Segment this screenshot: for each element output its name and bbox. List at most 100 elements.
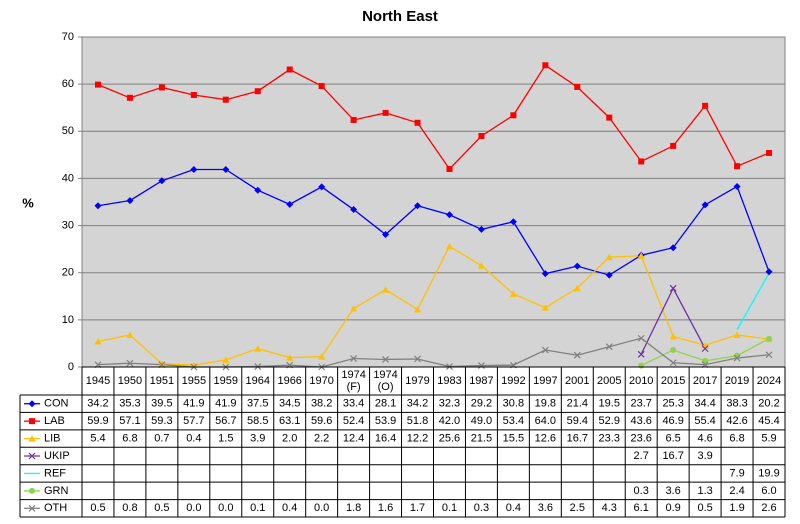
plot-area (81, 36, 786, 368)
x-tick-label: 1992 (501, 375, 526, 387)
x-tick-label: 1964 (245, 375, 270, 387)
marker (414, 119, 421, 126)
marker (382, 286, 390, 293)
marker (509, 218, 517, 226)
marker (766, 335, 773, 342)
table-value: 38.3 (726, 398, 747, 410)
x-tick-label-box: 2010 (628, 375, 654, 387)
x-tick-label: 2015 (660, 375, 686, 387)
table-value: 19.8 (535, 398, 556, 410)
marker (702, 102, 709, 109)
table-value: 16.4 (375, 432, 396, 444)
marker (446, 166, 453, 172)
table-value: 0.1 (250, 502, 265, 514)
marker (670, 347, 677, 354)
table-value: 3.6 (538, 502, 553, 514)
x-tick-label: 1974 (O) (373, 369, 398, 393)
table-value: 0.7 (154, 432, 169, 444)
table-value: 5.9 (761, 432, 776, 444)
marker (605, 271, 613, 279)
table-value: 29.2 (471, 398, 492, 410)
table-value: 21.4 (567, 398, 588, 410)
marker (414, 202, 422, 210)
legend-entry: CON (24, 398, 69, 410)
table-value: 35.3 (119, 398, 140, 410)
table-value: 12.6 (535, 432, 556, 444)
marker (382, 109, 389, 116)
table-value: 1.6 (378, 502, 393, 514)
legend-label: CON (44, 398, 69, 410)
y-tick-label: 70 (62, 31, 74, 43)
table-value: 1.3 (697, 485, 712, 497)
table-value: 19.5 (599, 398, 620, 410)
x-tick-label: 2010 (628, 375, 654, 387)
x-tick-label-box: 1950 (118, 375, 142, 387)
table-value: 4.3 (602, 502, 617, 514)
x-tick-label: 2005 (597, 375, 622, 387)
table-value: 0.4 (282, 502, 297, 514)
marker (670, 142, 677, 149)
y-tick-label: 50 (62, 125, 74, 137)
table-value: 6.5 (666, 432, 681, 444)
table-value: 0.0 (186, 502, 201, 514)
table-value: 6.8 (729, 432, 744, 444)
series-line (97, 168, 770, 276)
table-value: 6.0 (761, 485, 776, 497)
marker (573, 284, 581, 292)
table-value: 34.2 (87, 398, 108, 410)
marker (637, 334, 645, 342)
x-tick-label: 1979 (405, 375, 430, 387)
table-value: 59.9 (87, 415, 108, 427)
marker (94, 338, 102, 345)
y-tick-label: 30 (62, 219, 74, 231)
table-value: 37.5 (247, 398, 268, 410)
marker (350, 355, 358, 362)
marker (542, 62, 549, 69)
legend-label: REF (44, 467, 66, 479)
x-tick-label-box: 2019 (725, 375, 749, 387)
table-value: 34.5 (279, 398, 300, 410)
table-value: 1.9 (729, 502, 744, 514)
marker (765, 268, 773, 276)
table-value: 15.5 (503, 432, 524, 444)
marker (28, 504, 36, 512)
marker (158, 360, 166, 367)
table-value: 59.3 (151, 415, 172, 427)
marker (669, 359, 677, 367)
table-value: 53.9 (375, 415, 396, 427)
x-tick-label-box: 1992 (501, 375, 526, 387)
marker (445, 211, 453, 219)
marker (669, 284, 677, 292)
table-value: 7.9 (729, 467, 744, 479)
x-tick-label: 1966 (277, 375, 302, 387)
marker (509, 290, 517, 297)
table-value: 49.0 (471, 415, 492, 427)
table-value: 0.3 (474, 502, 489, 514)
marker (318, 353, 326, 360)
table-value: 2.7 (634, 450, 649, 462)
table-value: 25.6 (439, 432, 460, 444)
marker (126, 331, 134, 338)
marker (733, 182, 741, 190)
table-value: 21.5 (471, 432, 492, 444)
marker (733, 354, 741, 362)
marker (190, 361, 198, 369)
marker (286, 66, 293, 73)
marker (574, 83, 581, 90)
table-value: 0.0 (314, 502, 329, 514)
table-value: 0.5 (697, 502, 712, 514)
table-value: 41.9 (183, 398, 204, 410)
table-value: 39.5 (151, 398, 172, 410)
table-value: 0.4 (186, 432, 201, 444)
marker (94, 81, 101, 88)
table-value: 32.3 (439, 398, 460, 410)
table-value: 59.4 (567, 415, 588, 427)
x-tick-label-box: 1951 (150, 375, 174, 387)
table-value: 0.5 (154, 502, 169, 514)
marker (637, 350, 645, 358)
table-value: 64.0 (535, 415, 556, 427)
table-value: 41.9 (215, 398, 236, 410)
marker (701, 345, 709, 353)
table-value: 63.1 (279, 415, 300, 427)
